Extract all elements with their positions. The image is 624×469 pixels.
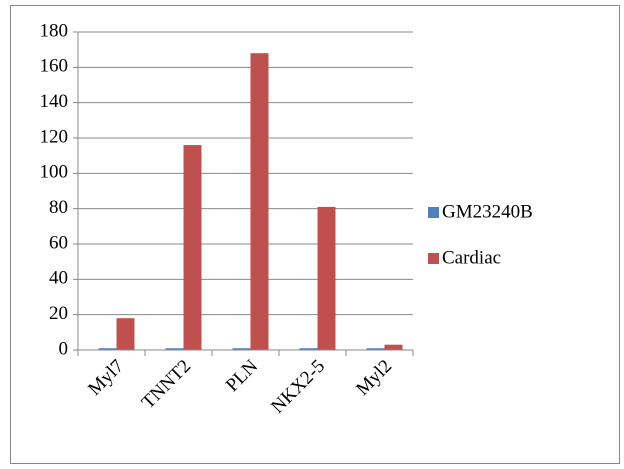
y-tick-label: 80 [49,197,68,218]
bar [299,348,318,350]
legend-swatch [428,253,439,264]
y-tick-label: 0 [59,338,69,359]
legend-label: Cardiac [442,247,501,268]
y-tick-label: 160 [40,56,69,77]
y-tick-label: 180 [40,20,69,41]
bar [317,206,336,350]
y-tick-label: 100 [40,162,69,183]
legend-swatch [428,207,439,218]
y-tick-label: 40 [49,268,68,289]
bar [232,348,251,350]
bar [250,53,269,350]
bar [116,318,135,350]
y-tick-label: 20 [49,303,68,324]
y-tick-label: 60 [49,232,68,253]
bar [384,344,403,350]
bar [183,145,202,350]
legend-label: GM23240B [442,201,533,222]
bar [165,348,184,350]
y-tick-label: 140 [40,91,69,112]
chart-border [10,5,620,464]
bar [98,348,117,350]
bar [366,348,385,350]
y-tick-label: 120 [40,126,69,147]
